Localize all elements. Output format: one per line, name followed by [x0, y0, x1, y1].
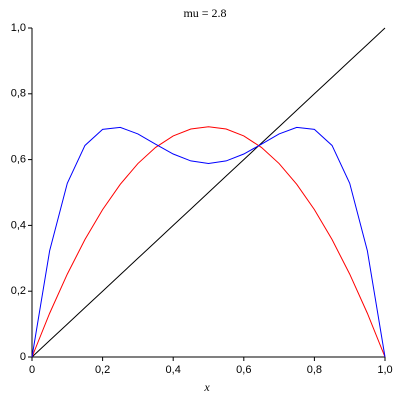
x-tick-label: 0,8	[307, 364, 322, 376]
y-tick-label: 0,4	[11, 219, 26, 231]
x-tick-label: 0,6	[236, 364, 251, 376]
x-tick-label: 0	[29, 364, 35, 376]
x-axis-label: x	[203, 380, 210, 394]
y-tick-label: 0,2	[11, 285, 26, 297]
y-tick-label: 1,0	[11, 22, 26, 34]
series-line	[31, 27, 386, 358]
series-line	[31, 126, 386, 358]
series-line	[31, 126, 386, 358]
y-tick-label: 0	[20, 351, 26, 363]
x-tick-label: 0,4	[166, 364, 181, 376]
y-tick-label: 0,8	[11, 88, 26, 100]
y-tick-label: 0,6	[11, 154, 26, 166]
x-tick-label: 1,0	[377, 364, 392, 376]
x-tick-label: 0,2	[95, 364, 110, 376]
chart-title: mu = 2.8	[183, 6, 226, 20]
